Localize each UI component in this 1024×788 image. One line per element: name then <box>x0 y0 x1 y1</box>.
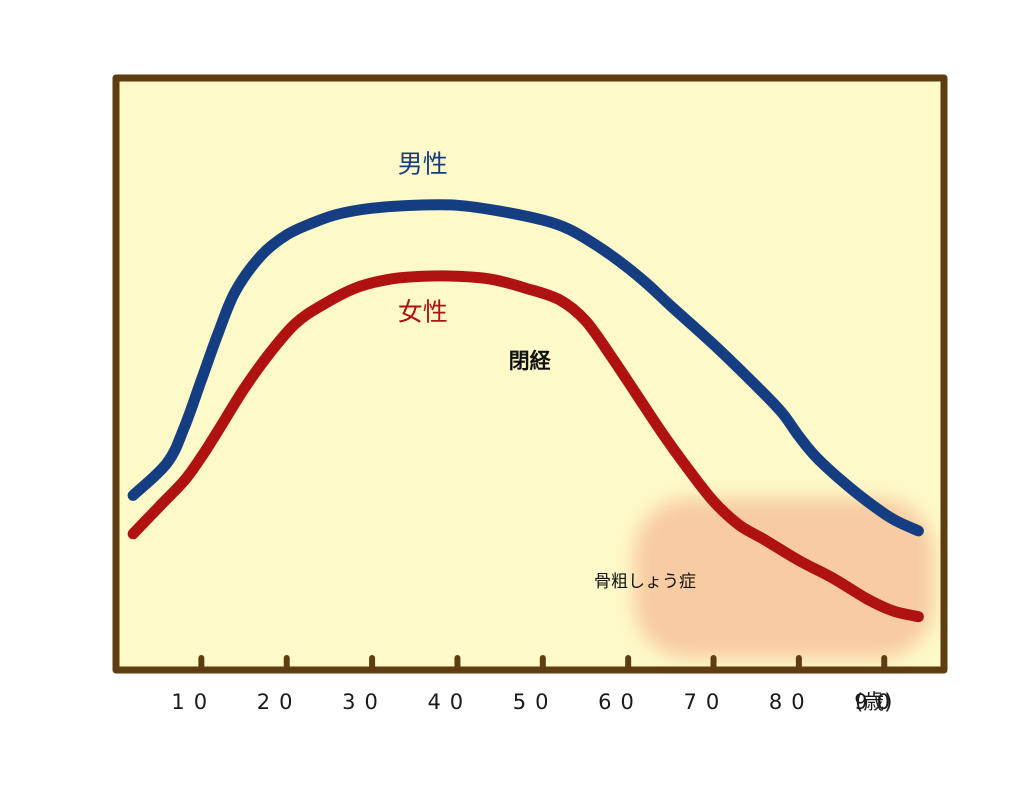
x-tick-label: 30 <box>342 690 387 714</box>
x-tick-label: 10 <box>171 690 216 714</box>
annotation-osteoporosis: 骨粗しょう症 <box>594 572 696 592</box>
x-tick-label: 40 <box>427 690 472 714</box>
series-label-male: 男性 <box>398 150 448 179</box>
x-tick-label: 70 <box>684 690 729 714</box>
plot-frame <box>112 74 948 674</box>
x-tick-label: 80 <box>769 690 814 714</box>
series-line-female <box>127 270 924 623</box>
series-label-female: 女性 <box>398 298 448 327</box>
annotation-menopause: 閉経 <box>509 349 552 373</box>
osteoporosis-zone <box>634 498 934 659</box>
x-tick-label: 50 <box>513 690 558 714</box>
x-tick-label: 20 <box>257 690 302 714</box>
series-line-male <box>127 199 924 537</box>
x-tick-label: 60 <box>598 690 643 714</box>
x-axis-unit-label: (歳) <box>855 690 892 714</box>
x-tick-label: 90 <box>854 690 899 714</box>
